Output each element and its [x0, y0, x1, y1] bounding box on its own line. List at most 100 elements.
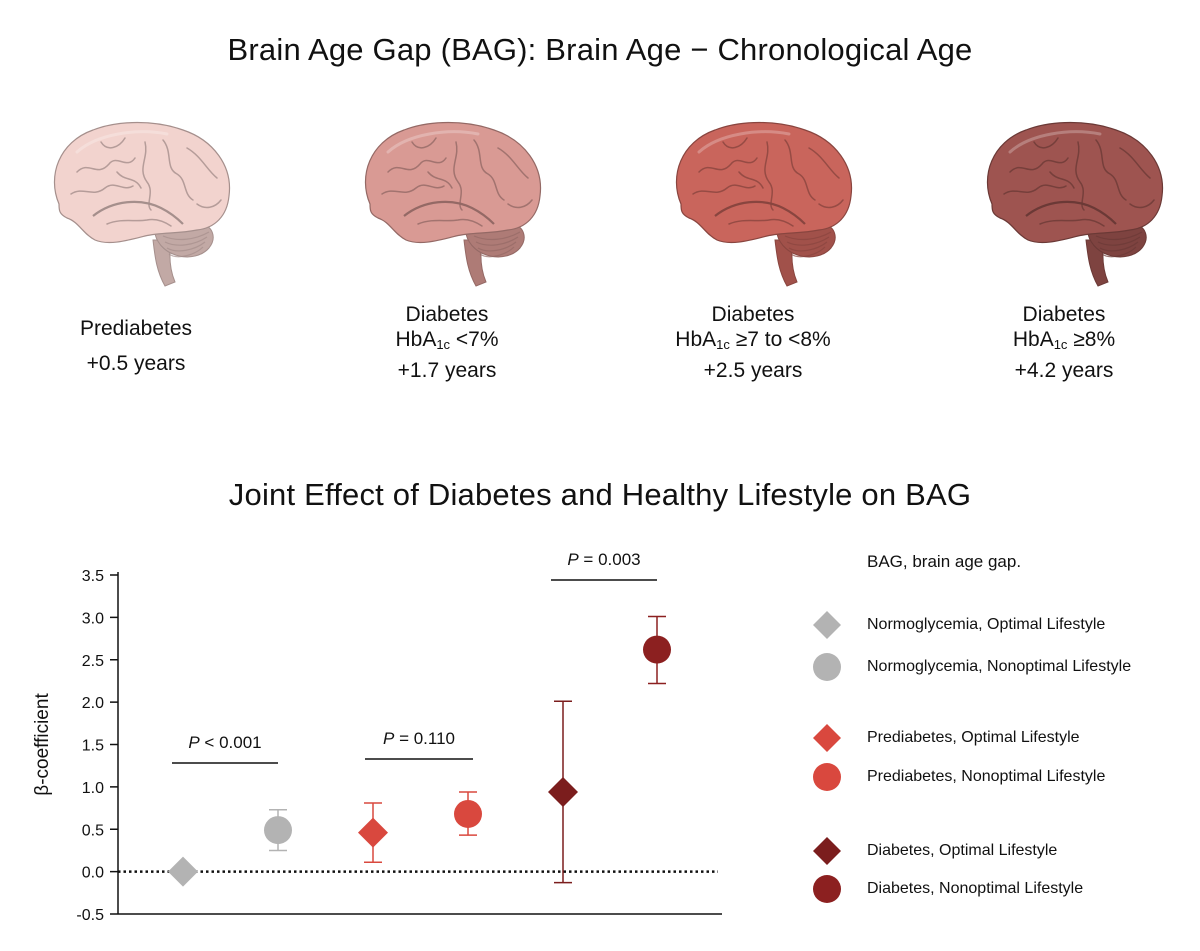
legend-label: Prediabetes, Nonoptimal Lifestyle	[867, 768, 1106, 785]
gyrus	[1003, 184, 1067, 195]
cerebellum-fold	[1097, 236, 1141, 246]
y-tick-label: -0.5	[76, 907, 104, 924]
diamond-marker	[813, 611, 841, 639]
gyrus	[100, 137, 126, 149]
y-tick-label: 3.0	[82, 610, 104, 627]
gyrus	[698, 157, 758, 173]
legend-item: Prediabetes, Optimal Lifestyle	[812, 723, 1080, 753]
comparison-p-value: P < 0.001	[188, 733, 261, 752]
gyrus	[76, 157, 136, 173]
diamond-marker	[548, 776, 578, 807]
diamond-swatch-icon	[813, 837, 841, 865]
chart-title: Joint Effect of Diabetes and Healthy Lif…	[228, 477, 972, 512]
gyrus	[1095, 139, 1127, 201]
legend-item: Diabetes, Nonoptimal Lifestyle	[812, 874, 1083, 904]
legend-label: Diabetes, Nonoptimal Lifestyle	[867, 880, 1084, 897]
group-hba1c: HbA1c <7%	[395, 328, 499, 352]
cerebellum-fold	[784, 231, 832, 241]
gyrus	[196, 199, 222, 209]
cerebellum-fold	[166, 241, 206, 252]
circle-swatch-icon	[813, 763, 841, 791]
circle-swatch-icon	[813, 653, 841, 681]
legend-item: Prediabetes, Nonoptimal Lifestyle	[812, 762, 1105, 792]
legend-item: Normoglycemia, Nonoptimal Lifestyle	[812, 652, 1131, 682]
circle-swatch-icon	[813, 875, 841, 903]
gyrus	[1129, 199, 1155, 209]
diamond-swatch-icon	[813, 724, 841, 752]
cerebellum-fold	[164, 236, 208, 246]
gyrus	[1033, 137, 1059, 149]
cerebellum-fold	[788, 241, 828, 252]
y-tick-label: 1.0	[82, 780, 104, 797]
gyrus	[722, 137, 748, 149]
highlight	[1008, 130, 1102, 154]
highlight	[697, 130, 791, 154]
gyrus	[70, 184, 134, 195]
gyrus	[692, 184, 756, 195]
group-gap-value: +4.2 years	[1014, 359, 1114, 382]
cerebellum-fold	[479, 246, 515, 258]
group-name: Diabetes	[405, 303, 489, 326]
gyrus	[1039, 218, 1105, 227]
comparison-p-value: P = 0.110	[383, 729, 455, 748]
group-name: Prediabetes	[79, 317, 193, 340]
legend-label: Normoglycemia, Optimal Lifestyle	[867, 616, 1106, 633]
gyrus	[738, 171, 764, 189]
brain-icon	[53, 121, 231, 287]
diamond-marker	[813, 724, 841, 752]
circle-marker	[813, 763, 841, 791]
group-label-prediabetes: Prediabetes +0.5 years	[6, 316, 266, 376]
cerebellum-fold	[477, 241, 517, 252]
page-title: Brain Age Gap (BAG): Brain Age − Chronol…	[227, 32, 973, 67]
gyrus	[784, 139, 816, 201]
y-tick-label: 0.0	[82, 865, 104, 882]
group-label-diabetes-ge8: Diabetes HbA1c ≥8% +4.2 years	[934, 302, 1194, 383]
gyrus	[1009, 157, 1069, 173]
y-tick-label: 2.0	[82, 695, 104, 712]
group-gap-value: +1.7 years	[397, 359, 497, 382]
group-gap-value: +0.5 years	[86, 352, 186, 375]
brain-icon	[675, 121, 853, 287]
lateral-fissure	[92, 200, 184, 225]
gyrus	[411, 137, 437, 149]
gyrus	[1049, 171, 1075, 189]
gyrus	[808, 147, 840, 179]
cerebellum-fold	[790, 246, 826, 258]
lateral-fissure	[714, 200, 806, 225]
cerebellum-fold	[1101, 246, 1137, 258]
gyrus	[417, 218, 483, 227]
diamond-marker	[813, 837, 841, 865]
gyrus	[453, 141, 463, 211]
gyrus	[387, 157, 447, 173]
y-tick-label: 1.5	[82, 738, 104, 755]
group-label-diabetes-lt7: Diabetes HbA1c <7% +1.7 years	[317, 302, 577, 383]
gyrus	[1119, 147, 1151, 179]
group-gap-value: +2.5 years	[703, 359, 803, 382]
diamond-swatch-icon	[813, 611, 841, 639]
circle-marker	[813, 875, 841, 903]
diamond-marker	[168, 856, 198, 887]
gyrus	[497, 147, 529, 179]
lateral-fissure	[1025, 200, 1117, 225]
gyrus	[116, 171, 142, 189]
legend-label: Prediabetes, Optimal Lifestyle	[867, 729, 1080, 746]
gyrus	[427, 171, 453, 189]
group-name: Diabetes	[1022, 303, 1106, 326]
cerebellum-fold	[1099, 241, 1139, 252]
circle-marker	[643, 635, 671, 664]
gyrus	[162, 139, 194, 201]
brain-icon	[986, 121, 1164, 287]
legend-note: BAG, brain age gap.	[867, 552, 1022, 571]
gyrus	[764, 141, 774, 211]
group-hba1c: HbA1c ≥8%	[1012, 328, 1116, 352]
lateral-fissure	[403, 200, 495, 225]
y-tick-label: 0.5	[82, 822, 104, 839]
legend-label: Normoglycemia, Nonoptimal Lifestyle	[867, 658, 1132, 675]
gyrus	[818, 199, 844, 209]
cerebellum-fold	[168, 246, 204, 258]
cerebellum-fold	[1095, 231, 1143, 241]
legend-label: Diabetes, Optimal Lifestyle	[867, 842, 1058, 859]
highlight	[75, 130, 169, 154]
legend-item: Normoglycemia, Optimal Lifestyle	[812, 610, 1105, 640]
